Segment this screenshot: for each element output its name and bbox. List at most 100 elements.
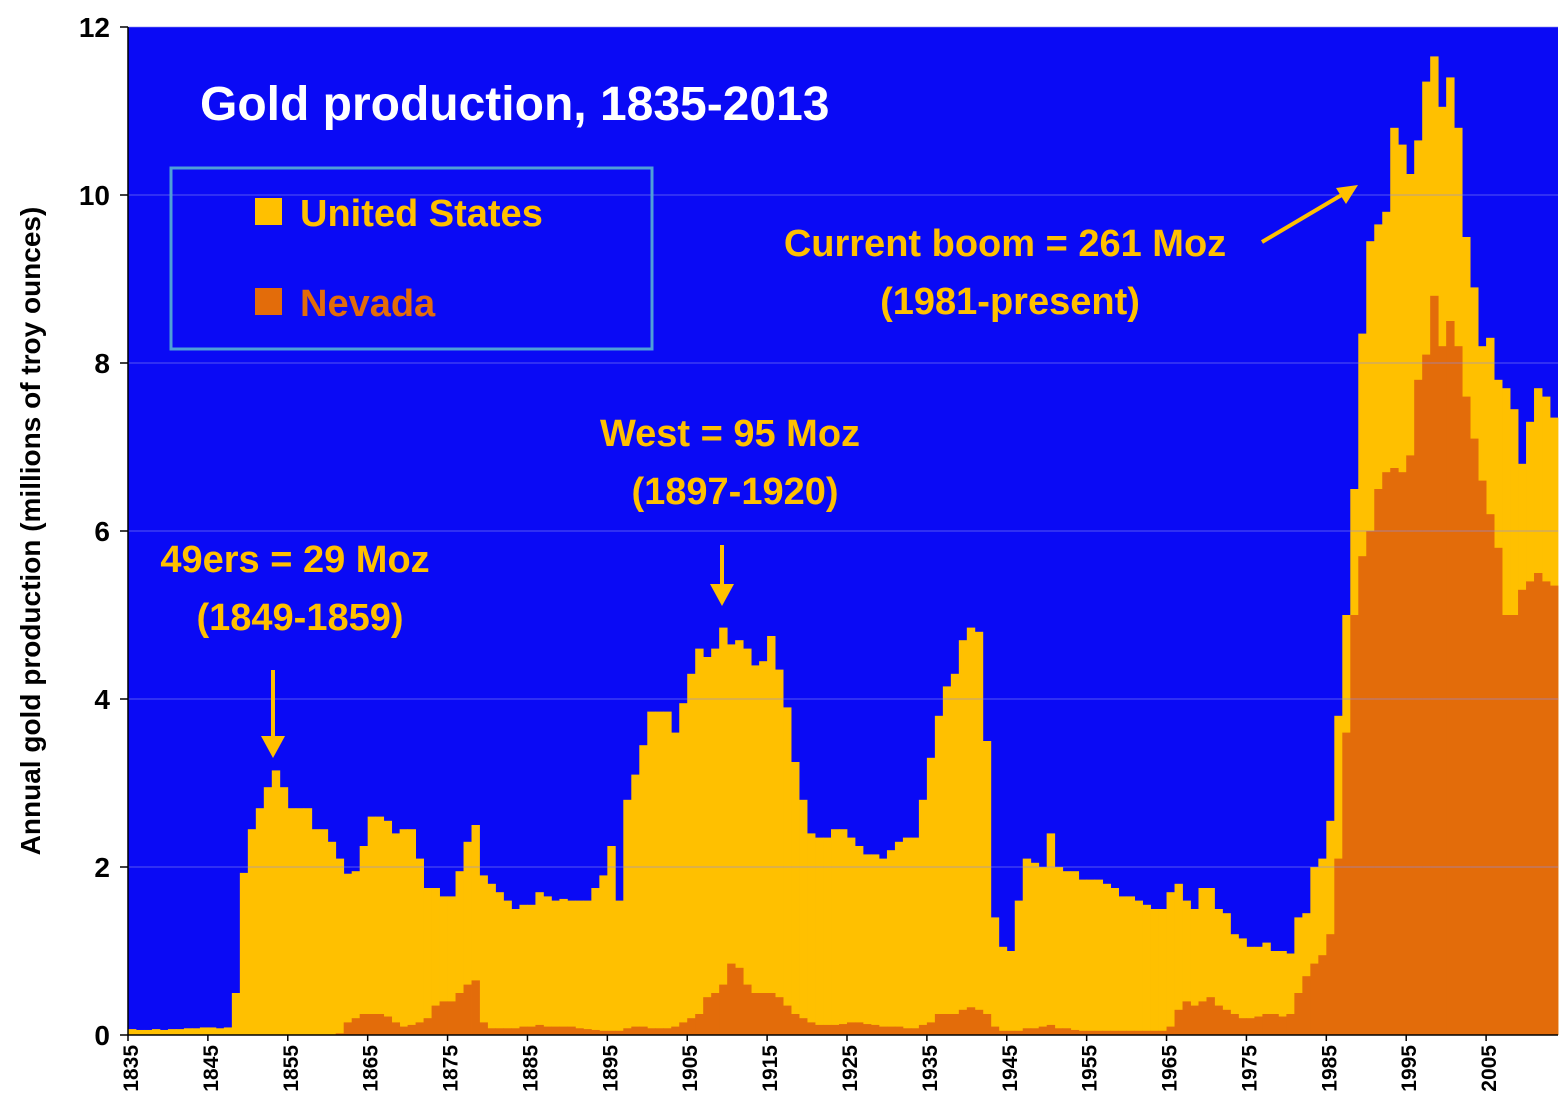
x-tick-label: 1995	[1398, 1045, 1421, 1092]
bar	[423, 1018, 432, 1035]
bar	[527, 904, 536, 1035]
bar	[1246, 1018, 1255, 1035]
x-tick-label: 1935	[919, 1045, 942, 1092]
bar	[231, 993, 241, 1035]
bar	[1254, 946, 1263, 1035]
bar	[807, 1022, 816, 1035]
bar	[463, 984, 472, 1035]
bar	[775, 669, 784, 1035]
bar	[175, 1029, 185, 1035]
y-tick-label: 6	[94, 516, 110, 547]
bar	[351, 1018, 361, 1035]
bar	[527, 1026, 536, 1035]
y-tick-label: 8	[94, 348, 110, 379]
bar	[631, 774, 640, 1035]
bar	[1214, 909, 1223, 1035]
bar	[831, 829, 840, 1035]
bar	[1238, 1018, 1247, 1035]
bar	[918, 1024, 928, 1035]
bar	[1550, 585, 1559, 1035]
bar	[479, 1022, 488, 1035]
bar	[783, 1005, 792, 1035]
bar	[535, 1024, 544, 1035]
bar	[878, 1026, 888, 1035]
bar	[1230, 934, 1239, 1035]
bar	[1486, 514, 1495, 1035]
bar	[751, 993, 760, 1035]
bar	[1222, 1009, 1231, 1035]
bar	[783, 707, 792, 1035]
bar	[767, 993, 776, 1035]
x-tick-label: 2005	[1478, 1045, 1501, 1092]
bar	[1142, 904, 1151, 1035]
y-tick-label: 10	[79, 180, 110, 211]
annotation: (1981-present)	[880, 281, 1140, 323]
bar	[719, 984, 728, 1035]
bar	[1078, 1030, 1088, 1035]
bar	[663, 1028, 672, 1035]
x-tick-label: 1885	[519, 1045, 542, 1092]
bar	[183, 1028, 193, 1035]
bar	[1158, 909, 1167, 1035]
bar	[815, 837, 824, 1035]
bar	[1014, 900, 1024, 1035]
bar	[839, 829, 848, 1035]
bar	[263, 787, 273, 1035]
bar	[1230, 1014, 1239, 1035]
bar	[519, 1026, 528, 1035]
bar	[687, 1018, 696, 1035]
bar	[631, 1026, 640, 1035]
bar	[1390, 468, 1399, 1035]
bar	[551, 1026, 560, 1035]
bar	[511, 909, 520, 1035]
bar	[862, 854, 872, 1035]
bar	[1206, 997, 1215, 1035]
bar	[974, 631, 984, 1035]
bar	[807, 833, 816, 1035]
bar	[567, 900, 576, 1035]
legend-box	[169, 166, 654, 351]
bar	[902, 1028, 912, 1035]
bar	[990, 917, 1000, 1035]
bar	[1254, 1016, 1263, 1035]
bar	[503, 900, 512, 1035]
bar	[1110, 888, 1120, 1035]
bar	[655, 1028, 664, 1035]
bar	[391, 833, 401, 1035]
bar	[1158, 1030, 1167, 1035]
bar	[583, 900, 592, 1035]
bar	[703, 657, 712, 1035]
bar	[711, 993, 720, 1035]
bar	[431, 1005, 440, 1035]
bar	[799, 1018, 808, 1035]
x-tick-label: 1905	[679, 1045, 702, 1092]
bar	[575, 1028, 584, 1035]
bar	[343, 1022, 353, 1035]
bar	[495, 892, 504, 1035]
y-axis-label: Annual gold production (millions of troy…	[15, 207, 46, 856]
bar	[815, 1024, 824, 1035]
arrow	[1260, 188, 1352, 244]
bar	[1094, 879, 1104, 1035]
bar	[1142, 1030, 1151, 1035]
bar	[1310, 867, 1319, 1035]
bar	[1006, 1030, 1016, 1035]
bar	[135, 1029, 145, 1035]
bar	[870, 854, 880, 1035]
bar	[966, 1007, 976, 1035]
bar	[543, 1026, 552, 1035]
bar	[1542, 581, 1551, 1035]
bar	[1526, 581, 1535, 1035]
bar	[407, 1024, 416, 1035]
bar	[775, 997, 784, 1035]
bar	[1286, 953, 1295, 1035]
bar	[663, 711, 672, 1035]
bar	[271, 770, 281, 1035]
bar	[950, 673, 960, 1035]
bar	[1038, 867, 1048, 1035]
bar	[982, 1014, 992, 1035]
bar	[1534, 573, 1543, 1035]
bar	[1038, 1026, 1048, 1035]
bar	[128, 1029, 137, 1035]
x-tick-label: 1945	[999, 1045, 1022, 1092]
